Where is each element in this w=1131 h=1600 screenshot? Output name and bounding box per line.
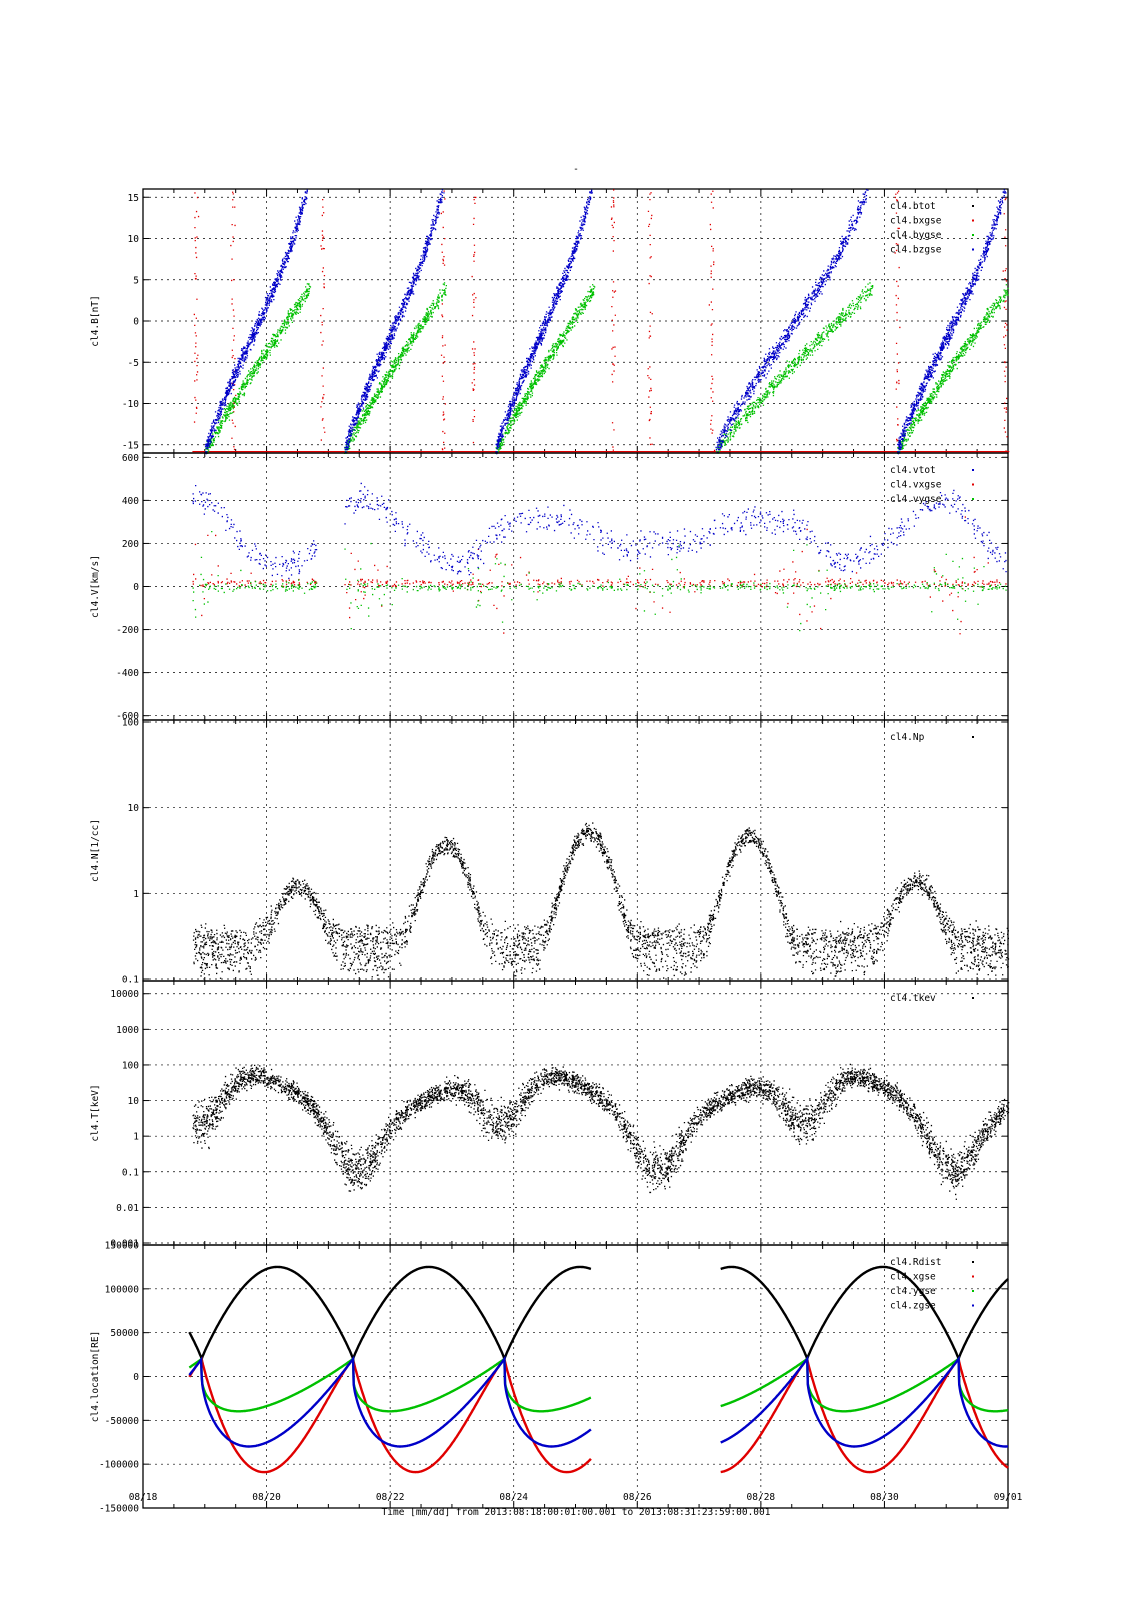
y-tick-label: 1 [133, 889, 139, 900]
legend-marker [972, 248, 974, 251]
y-tick-label: 0.001 [110, 1239, 139, 1250]
y-tick-label: 0.1 [122, 975, 139, 986]
y-tick-label: 10 [128, 1096, 140, 1107]
x-tick-label: 08/18 [129, 1492, 158, 1503]
legend-label: cl4.bxgse [890, 216, 942, 227]
y-axis-label: cl4.V[km/s] [90, 555, 101, 618]
y-tick-label: 0.1 [122, 1167, 139, 1178]
y-tick-label: 1 [133, 1132, 139, 1143]
y-tick-label: 15 [128, 193, 139, 204]
legend-marker [972, 1290, 974, 1292]
y-tick-label: 100 [122, 1060, 139, 1071]
zgse-curve [188, 1355, 592, 1448]
y-tick-label: 600 [122, 453, 139, 464]
y-axis-label: cl4.location[RE] [90, 1331, 101, 1423]
y-tick-label: 0 [133, 582, 139, 593]
ygse-curve [188, 1356, 592, 1413]
xgse-curve [188, 1356, 592, 1474]
y-tick-label: -10 [122, 399, 139, 410]
y-axis-label: cl4.T[keV] [90, 1084, 101, 1141]
y-tick-label: -600 [116, 711, 139, 722]
legend-label: cl4.Np [890, 732, 925, 743]
np-points [192, 822, 1010, 980]
legend-marker [972, 1261, 974, 1263]
x-tick-label: 08/28 [747, 1492, 776, 1503]
plot-frame [142, 980, 1009, 1246]
rdist-curve [188, 1265, 592, 1363]
legend-marker [972, 498, 974, 500]
y-tick-label: 200 [122, 539, 139, 550]
legend-label: cl4.bygse [890, 230, 942, 241]
y-tick-label: -100000 [99, 1460, 139, 1471]
y-tick-label: 5 [133, 275, 139, 286]
y-tick-label: -50000 [105, 1416, 140, 1427]
x-tick-label: 09/01 [994, 1492, 1023, 1503]
legend-marker [972, 219, 974, 222]
plot-frame [142, 1244, 1009, 1509]
y-tick-label: 0 [133, 1372, 139, 1383]
legend-label: cl4.vtot [890, 465, 936, 476]
y-tick-label: 100000 [105, 1284, 140, 1295]
legend-label: cl4.ygse [890, 1286, 936, 1297]
y-tick-label: -15 [122, 440, 139, 451]
x-tick-label: 08/26 [623, 1492, 652, 1503]
bzgse-points [204, 189, 1007, 455]
legend-marker [972, 1275, 974, 1278]
y-axis-label: cl4.N[1/cc] [90, 819, 101, 882]
y-tick-label: 1000 [116, 1025, 139, 1036]
legend-label: cl4.vxgse [890, 480, 942, 491]
y-tick-label: -200 [116, 625, 139, 636]
y-tick-label: 10000 [110, 989, 139, 1000]
location-panel: -150000 -100000 -50000 0 50000 100000 150000 cl… [90, 1241, 1009, 1515]
legend-marker [972, 1304, 974, 1307]
legend-label: cl4.zgse [890, 1301, 936, 1312]
time-axis: 08/18 08/20 08/22 08/24 08/26 08/28 08/30 09/01 [129, 1492, 1023, 1503]
legend-label: cl4.Rdist [890, 1257, 941, 1268]
x-axis-label: Time [mm/dd] from 2013:08:18:00:01:00.00… [382, 1507, 771, 1518]
legend-marker [972, 483, 974, 486]
vtot-points [192, 482, 1007, 580]
x-tick-label: 08/24 [499, 1492, 528, 1503]
bygse-points [205, 282, 1009, 454]
legend-marker [972, 997, 974, 999]
xgse-curve [720, 1356, 1009, 1474]
y-tick-label: 400 [122, 496, 139, 507]
zgse-curve [720, 1355, 1008, 1448]
legend-marker [972, 469, 974, 471]
magnetic-field-panel: -15 -10 -5 0 5 10 15 cl4.B[nT] cl4.btot cl4.bxgse… [90, 188, 1010, 455]
legend-label: cl4.xgse [890, 1272, 936, 1283]
y-tick-label: 50000 [110, 1328, 139, 1339]
y-tick-label: 100 [122, 718, 139, 729]
x-tick-label: 08/22 [376, 1492, 405, 1503]
legend-label: cl4.tkev [890, 993, 936, 1004]
legend-label: cl4.btot [890, 201, 936, 212]
y-tick-label: 0 [133, 317, 139, 328]
legend-marker [972, 736, 974, 738]
y-tick-label: 0.01 [116, 1203, 139, 1214]
y-axis-label: cl4.B[nT] [90, 295, 101, 346]
y-tick-label: -150000 [99, 1504, 139, 1515]
y-tick-label: -400 [116, 668, 139, 679]
x-tick-label: 08/20 [252, 1492, 281, 1503]
legend-marker [972, 205, 974, 207]
velocity-panel: -600 -400 -200 0 200 400 600 cl4.V[km/s] cl4.vto… [90, 452, 1009, 722]
y-tick-label: 150000 [105, 1241, 140, 1252]
y-tick-label: 10 [128, 234, 140, 245]
y-tick-label: 10 [128, 803, 140, 814]
legend-label: cl4.bzgse [890, 245, 942, 256]
chart-title-mark: - [573, 164, 579, 175]
y-tick-label: -5 [128, 358, 139, 369]
tkev-points [192, 1063, 1010, 1200]
rdist-curve [720, 1265, 1009, 1363]
x-tick-label: 08/30 [870, 1492, 899, 1503]
temperature-panel: 0.001 0.01 0.1 1 10 100 1000 10000 cl4.T[keV] cl4… [90, 980, 1010, 1250]
density-panel: 0.1 1 10 100 cl4.N[1/cc] cl4.Np [90, 718, 1010, 986]
legend-marker [972, 234, 974, 236]
legend-label: cl4.vygse [890, 494, 942, 505]
